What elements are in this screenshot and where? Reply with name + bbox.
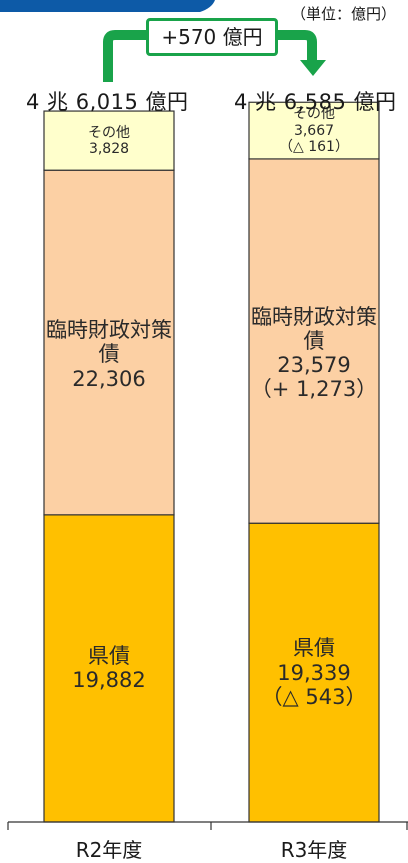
x-tick-label-2: R3年度	[280, 838, 348, 862]
x-tick-label-1: R2年度	[75, 838, 143, 862]
x-axis	[7, 821, 408, 830]
bar-label-1-2: 県債 19,339 （△ 543）	[261, 636, 367, 709]
bar-segment-1-2	[248, 522, 380, 823]
bar-segment-1-1	[43, 514, 175, 823]
bar-label-3-1: その他 3,828	[88, 124, 130, 157]
total-label-1: 4 兆 6,015 億円	[26, 90, 189, 114]
total-label-2: 4 兆 6,585 億円	[234, 90, 397, 114]
bar-label-3-2: その他 3,667 （△ 161）	[279, 106, 349, 155]
bar-segment-2-1	[43, 169, 175, 516]
bar-label-1-1: 県債 19,882	[72, 644, 146, 693]
bar-label-2-2: 臨時財政対策債 23,579 （+ 1,273）	[250, 304, 378, 402]
difference-arrow-head	[300, 60, 326, 76]
bar-segment-3-1	[43, 110, 175, 171]
bars-group	[43, 101, 380, 823]
header-band	[0, 0, 215, 12]
unit-label: （単位：億円）	[291, 5, 397, 23]
bar-label-2-1: 臨時財政対策債 22,306	[46, 318, 172, 391]
difference-label: +570 億円	[146, 18, 278, 56]
bar-segment-2-2	[248, 158, 380, 524]
bar-segment-3-2	[248, 101, 380, 160]
